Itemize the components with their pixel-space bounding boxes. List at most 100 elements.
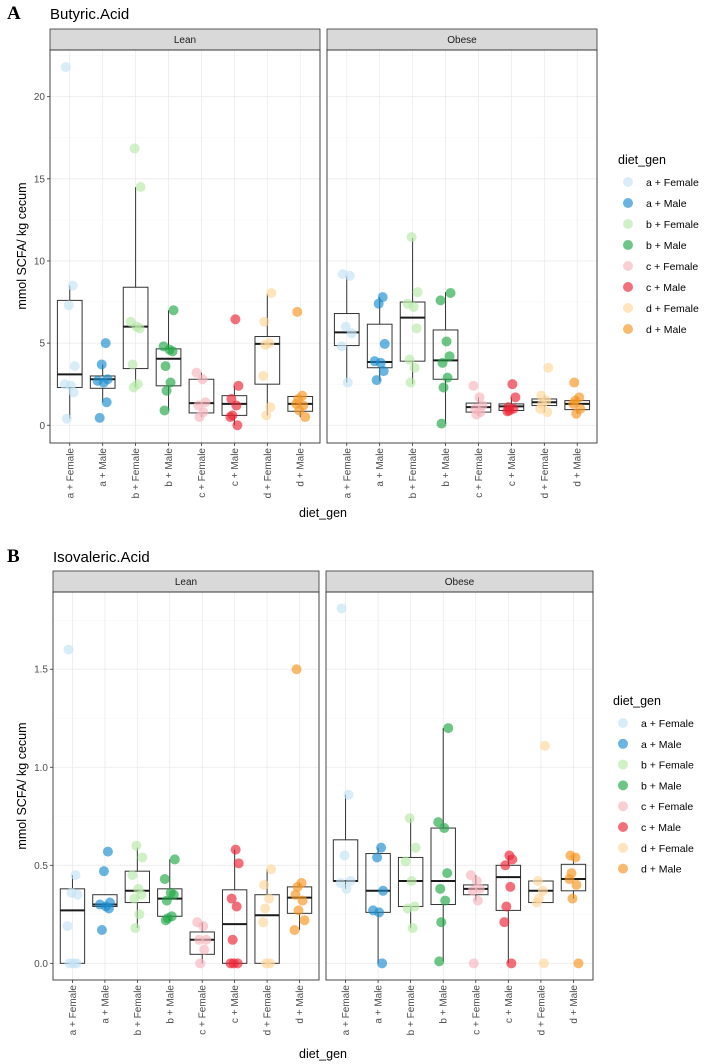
legend-swatch — [618, 759, 628, 770]
panel-b-y-axis-title: mmol SCFA/ kg cecum — [15, 722, 29, 849]
box-group — [531, 362, 558, 418]
data-point — [168, 889, 179, 900]
x-tick-label: a + Female — [68, 985, 79, 1036]
legend-label: b + Female — [646, 219, 699, 231]
data-point — [375, 357, 386, 368]
panel-b-plot: 0.0 0.5 1.0 1.5 Lean a + Female a + Male b + Fe… — [34, 570, 694, 1036]
data-point — [129, 893, 140, 904]
data-point — [233, 858, 244, 869]
box-group — [564, 377, 591, 419]
data-point — [101, 397, 112, 408]
legend-label: c + Female — [641, 801, 693, 813]
legend-swatch — [618, 780, 628, 791]
data-point — [344, 270, 355, 281]
facet-lean: Lean a + Female a + Male b + Female b + Male… — [52, 570, 320, 1036]
legend-label: a + Female — [641, 718, 694, 730]
legend-item: c + Male — [618, 822, 681, 834]
box — [189, 931, 215, 955]
facet-border — [326, 49, 598, 444]
legend-item: c + Female — [618, 801, 693, 813]
box-group — [432, 287, 459, 429]
legend-label: b + Female — [641, 760, 694, 772]
x-tick-label: c + Female — [471, 985, 482, 1035]
box-group — [189, 917, 215, 969]
data-point — [543, 362, 554, 373]
y-tick-label: 0.0 — [34, 959, 48, 970]
data-point — [437, 357, 448, 368]
data-point — [379, 338, 390, 349]
data-point — [571, 408, 582, 419]
data-point — [569, 377, 580, 388]
box — [560, 863, 587, 892]
data-point — [201, 934, 212, 945]
data-point — [226, 893, 237, 904]
data-point — [410, 842, 421, 853]
x-tick-label: c + Female — [474, 448, 485, 498]
data-point — [292, 306, 303, 317]
data-point — [63, 644, 74, 655]
data-point — [439, 823, 450, 834]
data-point — [69, 361, 80, 372]
legend-swatch — [623, 240, 633, 250]
data-point — [297, 895, 308, 906]
facet-strip-label: Lean — [174, 35, 196, 46]
facet-strip-label: Lean — [175, 577, 197, 588]
data-point — [436, 917, 447, 928]
data-point — [532, 875, 543, 886]
data-point — [409, 362, 420, 373]
legend-label: c + Male — [641, 822, 681, 834]
legend-item: a + Female — [623, 177, 699, 189]
legend-item: b + Female — [618, 759, 694, 772]
box-group — [124, 840, 151, 934]
box-group — [332, 603, 359, 894]
data-point — [294, 405, 305, 416]
legend-item: c + Female — [623, 261, 698, 273]
box-group — [495, 850, 522, 969]
x-tick-label: b + Male — [441, 448, 452, 487]
panel-a: A Butyric.Acid mmol SCFA/ kg cecum diet_… — [7, 3, 699, 520]
x-tick-label: b + Male — [165, 985, 176, 1024]
legend-label: d + Female — [641, 843, 694, 855]
box — [122, 286, 149, 370]
facet-obese: Obese a + Female a + Male b + Female b + Mal… — [325, 570, 594, 1035]
legend-label: c + Female — [646, 261, 698, 273]
data-point — [300, 412, 311, 423]
data-point — [134, 909, 145, 920]
legend-item: d + Female — [618, 842, 694, 855]
box-group — [122, 143, 149, 393]
data-point — [96, 359, 107, 370]
data-point — [127, 870, 138, 881]
box-group — [92, 846, 118, 936]
legend-item: b + Male — [618, 780, 682, 792]
legend-swatch — [623, 261, 633, 271]
data-point — [127, 359, 138, 370]
box-group — [89, 338, 116, 423]
data-point — [198, 921, 209, 932]
data-point — [72, 889, 83, 900]
x-tick-label: a + Female — [65, 448, 76, 499]
data-point — [373, 298, 384, 309]
data-point — [340, 321, 351, 332]
data-point — [71, 958, 82, 969]
data-point — [261, 410, 272, 421]
data-point — [573, 958, 584, 969]
legend-label: d + Female — [646, 303, 699, 315]
box — [254, 336, 281, 385]
box-group — [560, 850, 587, 969]
panel-b-title: Isovaleric.Acid — [53, 549, 150, 566]
legend-swatch — [623, 219, 633, 229]
panel-b-legend-title: diet_gen — [613, 694, 661, 708]
data-point — [289, 925, 300, 936]
data-point — [98, 377, 109, 388]
box-group — [254, 864, 280, 969]
y-tick-label: 10 — [34, 256, 46, 267]
data-point — [342, 377, 353, 388]
data-point — [411, 323, 422, 334]
legend-item: c + Male — [623, 282, 686, 294]
legend-item: a + Male — [623, 198, 687, 210]
y-tick-label: 5 — [39, 339, 45, 350]
data-point — [194, 934, 205, 945]
data-point — [539, 740, 550, 751]
x-tick-label: b + Female — [408, 448, 419, 499]
